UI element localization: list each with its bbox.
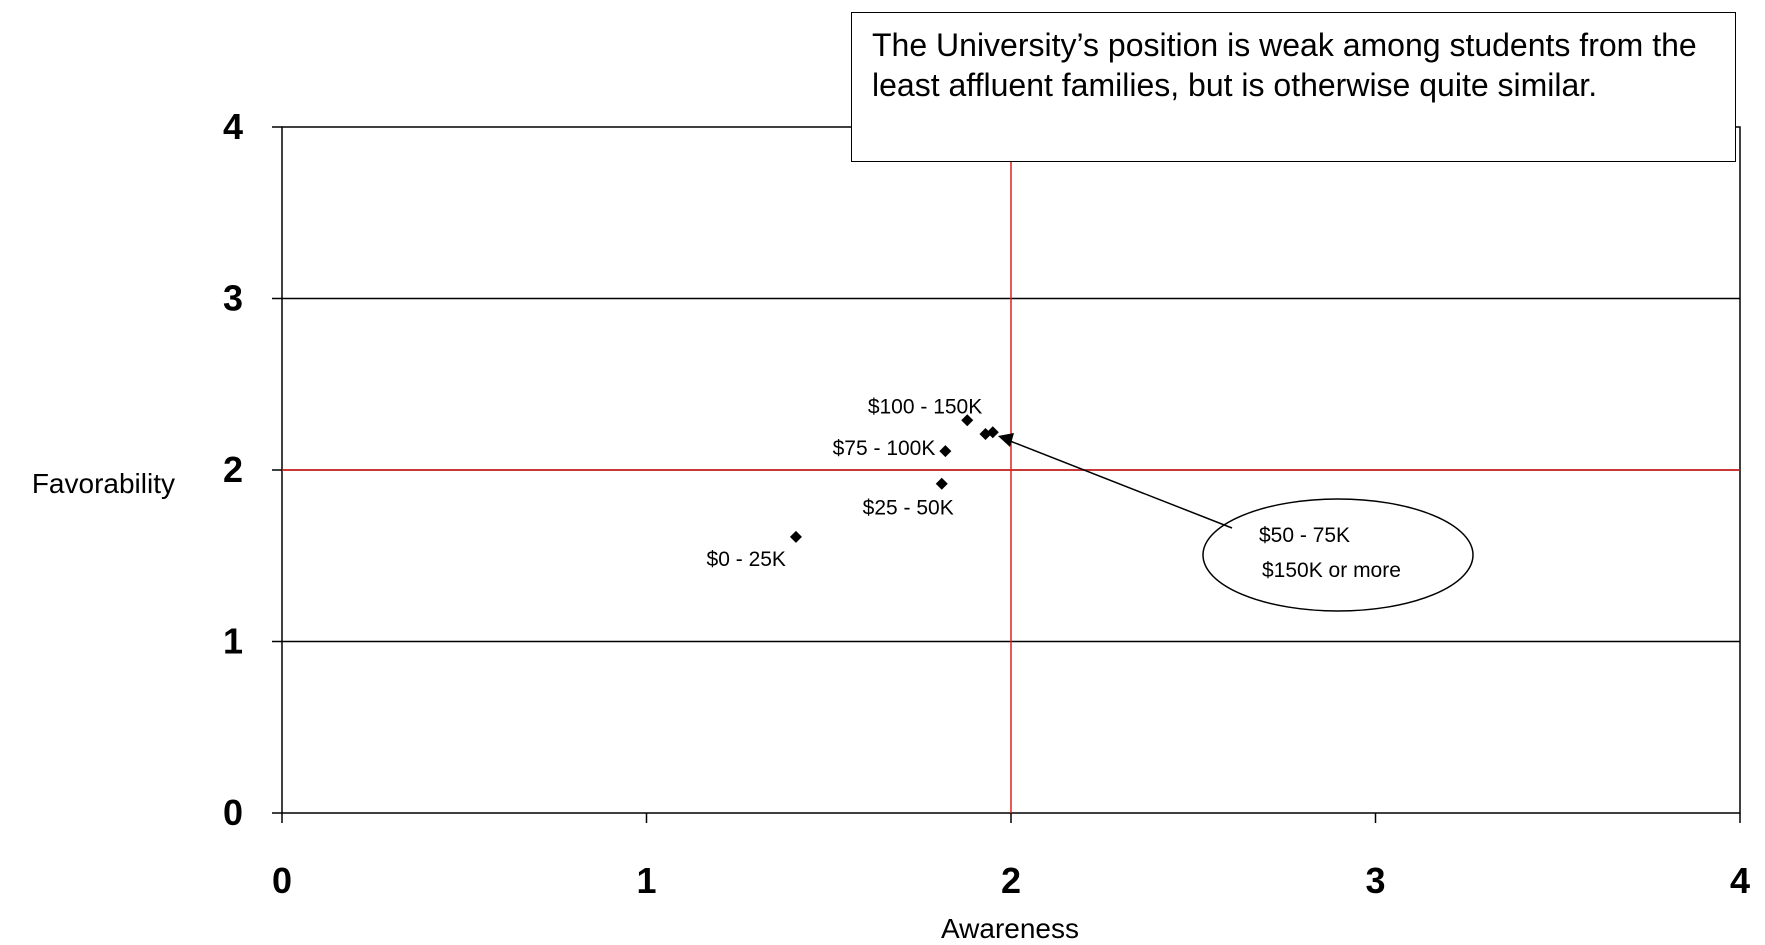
data-label-0: $0 - 25K [707,548,786,571]
y-tick-label-4: 4 [223,106,243,147]
reference-lines [282,127,1740,813]
data-label-2: $75 - 100K [833,437,936,460]
callout-label-1: $50 - 75K [1259,524,1350,547]
annotation-box: The University’s position is weak among … [851,12,1736,162]
data-point-1 [935,477,948,490]
data-point-5 [986,426,999,439]
y-tick-label-2: 2 [223,449,243,490]
callout-arrow [1009,440,1233,529]
data-label-3: $100 - 150K [868,395,982,418]
data-label-1: $25 - 50K [863,497,954,520]
x-tick-label-1: 1 [636,860,656,901]
x-axis-ticks: 0 1 2 3 4 [272,813,1750,901]
x-axis-title: Awareness [941,913,1079,944]
x-tick-label-0: 0 [272,860,292,901]
callout: $50 - 75K $150K or more [998,433,1474,612]
data-point-2 [939,445,952,458]
callout-label-2: $150K or more [1262,559,1401,582]
callout-ellipse [1202,498,1474,612]
y-axis-title: Favorability [32,468,175,499]
y-tick-label-1: 1 [223,621,243,662]
x-tick-label-3: 3 [1365,860,1385,901]
y-tick-label-3: 3 [223,278,243,319]
callout-arrowhead [998,433,1014,447]
x-tick-label-4: 4 [1730,860,1750,901]
data-points: $0 - 25K $25 - 50K $75 - 100K $100 - 150K [707,395,999,571]
x-tick-label-2: 2 [1001,860,1021,901]
data-point-0 [789,530,802,543]
y-axis-ticks: 0 1 2 3 4 [223,106,282,833]
y-tick-label-0: 0 [223,792,243,833]
data-point-3 [961,414,974,427]
